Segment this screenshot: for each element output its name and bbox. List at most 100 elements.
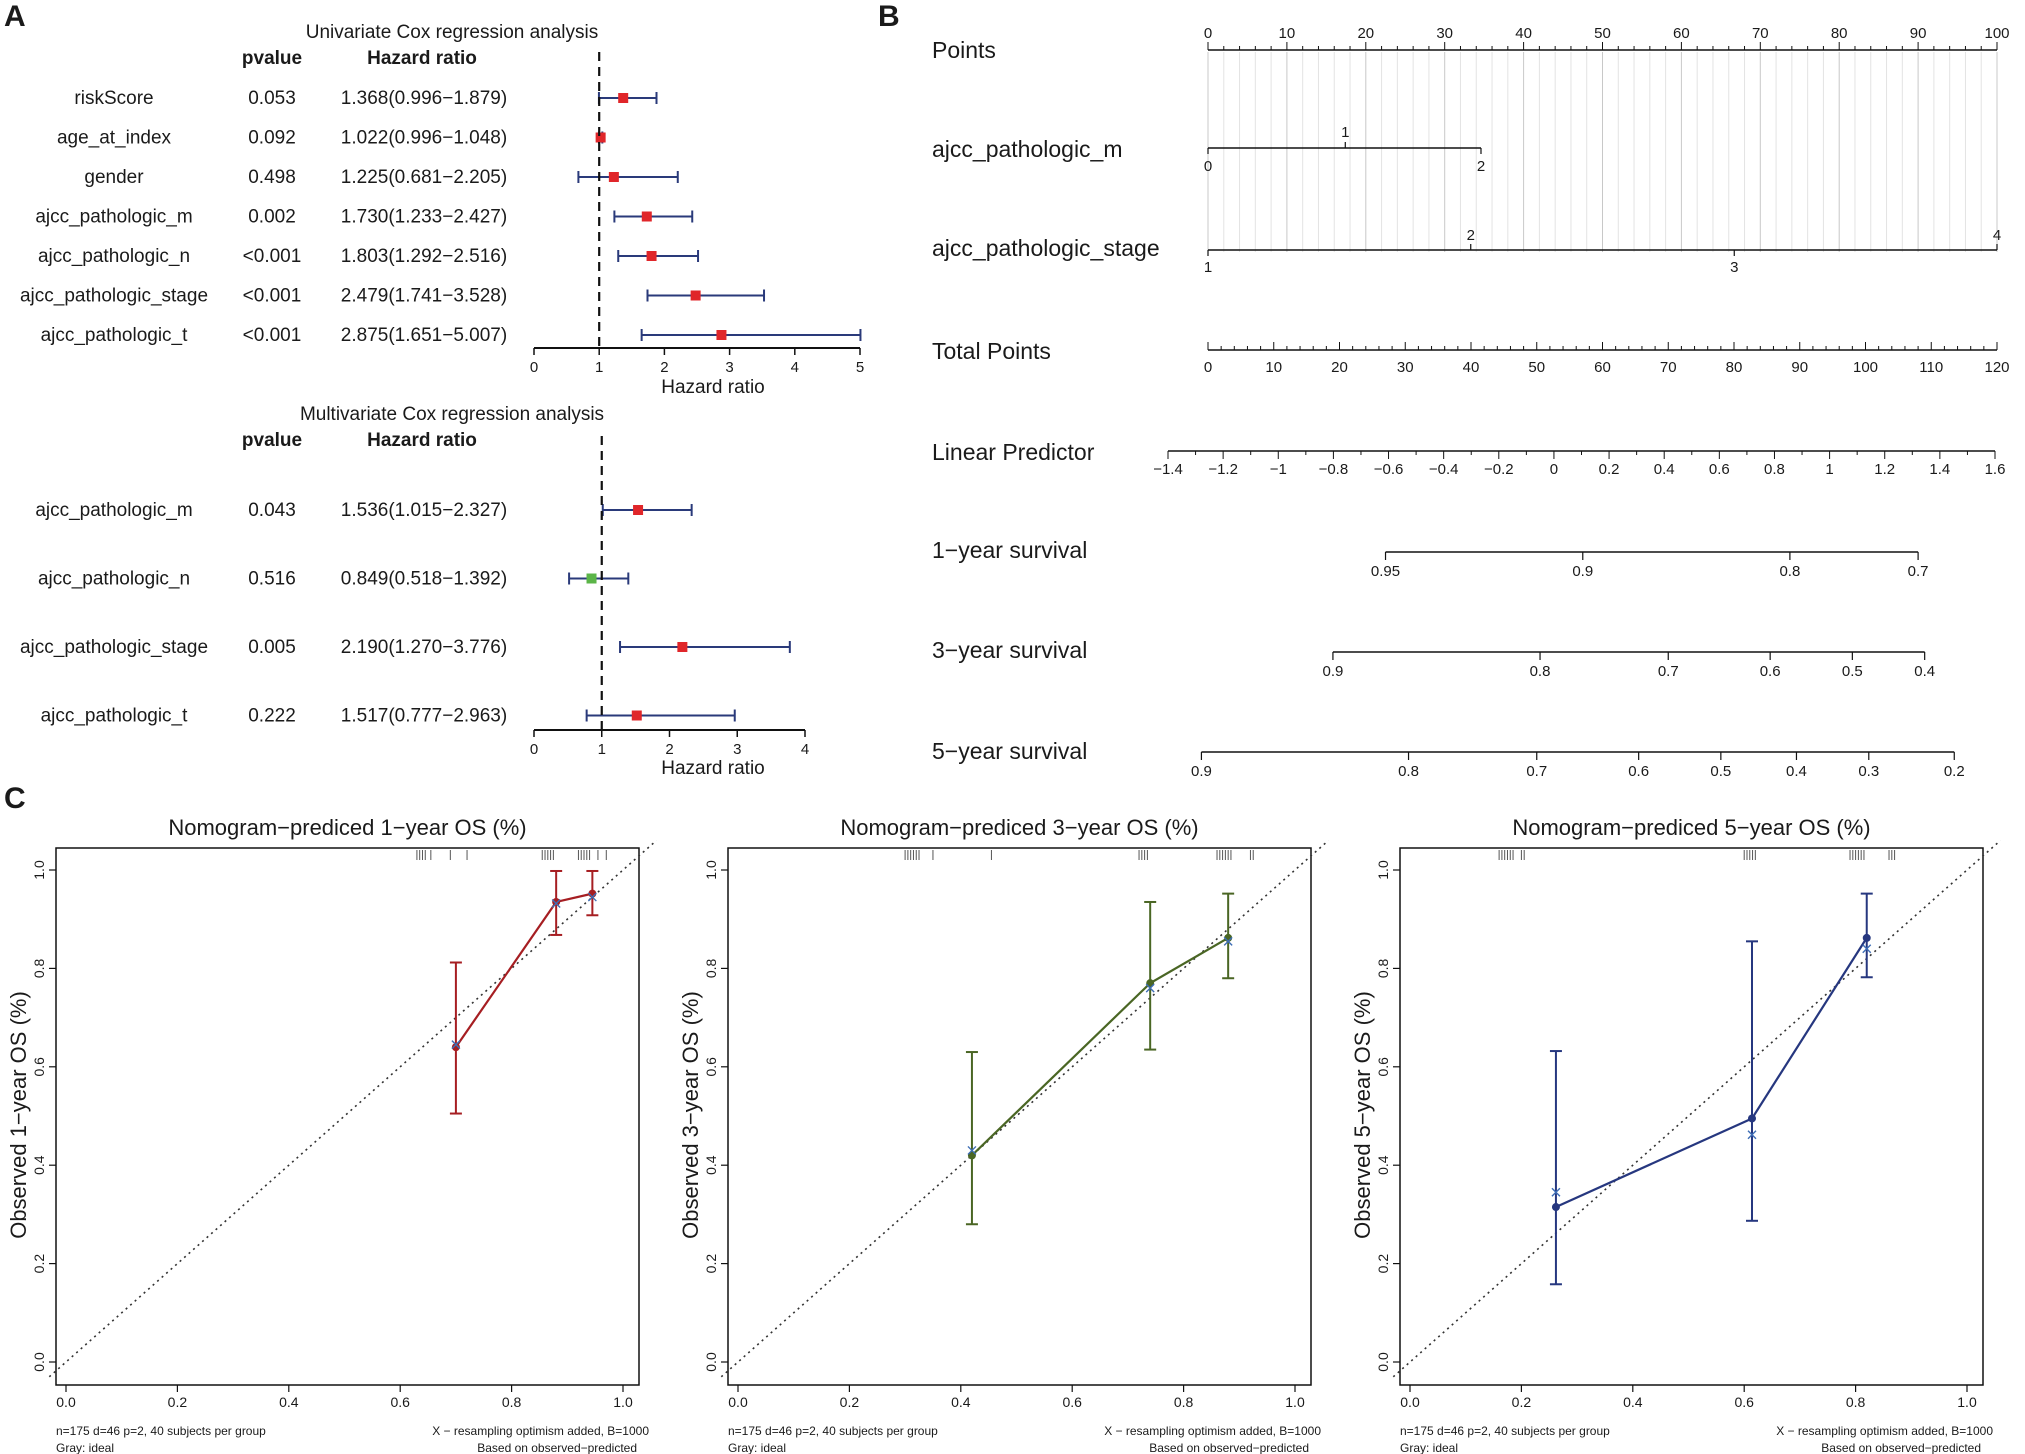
y1-survival-tick-label: 0.7: [1908, 563, 1929, 580]
lp-tick-label: 0.6: [1709, 461, 1730, 478]
total-tick-label: 70: [1660, 359, 1677, 376]
points-tick-label: 20: [1357, 25, 1374, 42]
row-hazard-ratio: 2.479(1.741−3.528): [341, 286, 507, 307]
row-name: ajcc_pathologic_n: [38, 246, 190, 267]
corrected-point: [451, 1040, 461, 1050]
row-name: ajcc_pathologic_m: [35, 207, 192, 228]
row-name: ajcc_pathologic_n: [38, 569, 190, 590]
m-tick-label: 2: [1477, 158, 1485, 175]
univariate-forest-plot: 0 1 2 3 4 5: [530, 52, 864, 376]
x-tick-label: 0.4: [1623, 1394, 1643, 1410]
calibration-plot-1-year: Nomogram−prediced 1−year OS (%) Observed …: [6, 815, 657, 1454]
note-right-1: X − resampling optimism added, B=1000: [1776, 1424, 1993, 1438]
panel-label-c: C: [4, 782, 26, 815]
row-pvalue: 0.053: [248, 88, 296, 109]
x-tick-label: 3: [733, 741, 741, 758]
stage-tick-label: 3: [1730, 259, 1738, 276]
nomogram-points-label: Points: [932, 37, 996, 63]
row-hazard-ratio: 2.190(1.270−3.776): [341, 637, 507, 658]
observed-point: [1747, 1114, 1756, 1123]
calibration-plot-5-year: Nomogram−prediced 5−year OS (%) Observed …: [1350, 815, 2001, 1454]
y-tick-label: 0.2: [31, 1254, 47, 1274]
points-tick-label: 100: [1984, 25, 2009, 42]
y-tick-label: 0.0: [1375, 1352, 1391, 1372]
x-tick-label: 0.0: [728, 1394, 748, 1410]
total-tick-label: 50: [1528, 359, 1545, 376]
lp-tick-label: 1.2: [1874, 461, 1895, 478]
row-pvalue: 0.002: [248, 207, 296, 228]
row-pvalue: 0.516: [248, 569, 296, 590]
y5-survival-tick-label: 0.2: [1944, 763, 1965, 780]
nomogram-total-label: Total Points: [932, 338, 1051, 364]
total-tick-label: 10: [1265, 359, 1282, 376]
row-name: ajcc_pathologic_stage: [20, 286, 208, 307]
note-left-2: Gray: ideal: [1400, 1441, 1458, 1454]
y-tick-label: 0.8: [1375, 958, 1391, 978]
y3-survival-tick-label: 0.8: [1530, 663, 1551, 680]
note-right-1: X − resampling optimism added, B=1000: [1104, 1424, 1321, 1438]
row-pvalue: 0.222: [248, 706, 296, 727]
lp-tick-label: −0.4: [1429, 461, 1459, 478]
x-tick-label: 0.0: [1400, 1394, 1420, 1410]
y-tick-label: 0.4: [703, 1155, 719, 1175]
ideal-line: [1392, 839, 2001, 1378]
row-pvalue: <0.001: [243, 286, 302, 307]
x-tick-label: 0.0: [56, 1394, 76, 1410]
lp-tick-label: −0.8: [1319, 461, 1349, 478]
y-axis-label: Observed 5−year OS (%): [1350, 991, 1375, 1239]
lp-tick-label: 1.4: [1929, 461, 1950, 478]
corrected-point: [587, 892, 597, 902]
points-tick-label: 0: [1204, 25, 1212, 42]
total-tick-label: 120: [1984, 359, 2009, 376]
x-tick-label: 0.8: [502, 1394, 522, 1410]
y-tick-label: 0.8: [31, 958, 47, 978]
x-tick-label: 1: [595, 359, 603, 376]
x-tick-label: 1: [598, 741, 606, 758]
total-tick-label: 60: [1594, 359, 1611, 376]
row-pvalue: 0.092: [248, 128, 296, 149]
points-tick-label: 90: [1910, 25, 1927, 42]
y-axis-label: Observed 1−year OS (%): [6, 991, 31, 1239]
y-tick-label: 0.8: [703, 958, 719, 978]
ideal-line: [48, 839, 657, 1378]
row-name: riskScore: [74, 88, 153, 109]
calibration-title: Nomogram−prediced 1−year OS (%): [168, 815, 526, 840]
multivariate-title: Multivariate Cox regression analysis: [300, 404, 604, 425]
y3-survival-tick-label: 0.6: [1760, 663, 1781, 680]
y-tick-label: 0.4: [31, 1155, 47, 1175]
multivariate-hr-header: Hazard ratio: [367, 430, 477, 451]
y1-survival-tick-label: 0.8: [1779, 563, 1800, 580]
x-tick-label: 4: [801, 741, 809, 758]
lp-tick-label: −1: [1270, 461, 1287, 478]
x-tick-label: 0: [530, 359, 538, 376]
total-tick-label: 80: [1726, 359, 1743, 376]
row-hazard-ratio: 0.849(0.518−1.392): [341, 569, 507, 590]
row-pvalue: 0.043: [248, 500, 296, 521]
note-left-1: n=175 d=46 p=2, 40 subjects per group: [56, 1424, 266, 1438]
y1-survival-tick-label: 0.9: [1572, 563, 1593, 580]
observed-point: [552, 897, 561, 906]
x-tick-label: 0.2: [1512, 1394, 1532, 1410]
univariate-pvalue-header: pvalue: [242, 48, 302, 69]
note-left-1: n=175 d=46 p=2, 40 subjects per group: [1400, 1424, 1610, 1438]
nomogram-3y-label: 3−year survival: [932, 637, 1087, 663]
stage-tick-label: 1: [1204, 259, 1212, 276]
row-name: gender: [84, 167, 144, 188]
y3-survival-tick-label: 0.4: [1914, 663, 1935, 680]
y-tick-label: 1.0: [1375, 860, 1391, 880]
panel-label-a: A: [4, 0, 26, 33]
lp-tick-label: 0: [1550, 461, 1558, 478]
row-hazard-ratio: 2.875(1.651−5.007): [341, 325, 507, 346]
row-hazard-ratio: 1.536(1.015−2.327): [341, 500, 507, 521]
univariate-title: Univariate Cox regression analysis: [306, 22, 599, 43]
y5-survival-tick-label: 0.6: [1628, 763, 1649, 780]
y-tick-label: 0.0: [31, 1352, 47, 1372]
row-name: ajcc_pathologic_stage: [20, 637, 208, 658]
nomogram-stage-label: ajcc_pathologic_stage: [932, 235, 1160, 261]
plot-frame: [1399, 847, 1984, 1386]
corrected-point: [1223, 936, 1233, 946]
x-tick-label: 1.0: [613, 1394, 633, 1410]
observed-point: [1551, 1203, 1560, 1212]
nomogram-lp-label: Linear Predictor: [932, 439, 1095, 465]
hr-point: [595, 132, 606, 143]
